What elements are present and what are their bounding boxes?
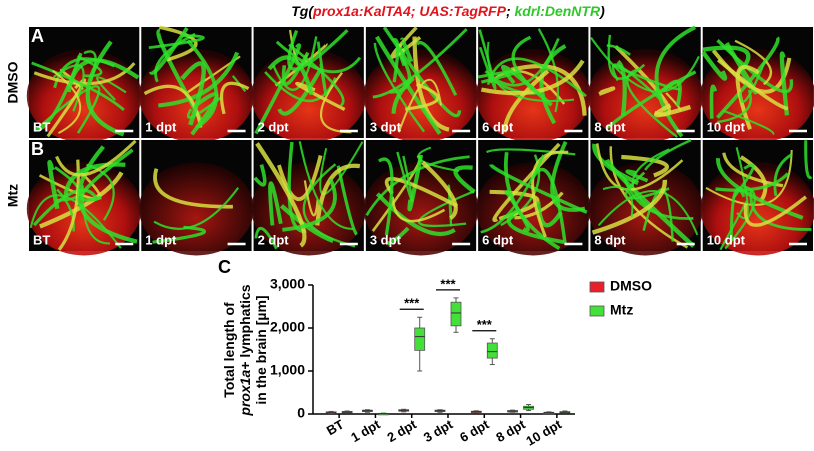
title-part: ; — [506, 3, 515, 19]
title-part: kdrl:DenNTR — [515, 3, 601, 19]
image-label: 1 dpt — [145, 232, 177, 247]
micrograph — [588, 25, 703, 143]
micrograph — [251, 140, 367, 256]
micrograph — [26, 139, 142, 256]
y-tick-label: 2,000 — [270, 319, 305, 335]
micrograph — [475, 140, 591, 256]
y-label-line: prox1a+ lymphatics — [237, 284, 253, 416]
legend-label: DMSO — [610, 278, 652, 294]
micrograph — [139, 140, 254, 256]
significance-label: *** — [440, 276, 456, 291]
y-tick-label: 1,000 — [270, 362, 305, 378]
image-label: 3 dpt — [370, 119, 402, 134]
image-label: 2 dpt — [258, 232, 290, 247]
micrograph — [475, 27, 591, 143]
micrograph — [251, 27, 367, 143]
image-label: 2 dpt — [258, 119, 290, 134]
significance-label: *** — [404, 296, 420, 311]
legend-label: Mtz — [610, 302, 633, 318]
micrograph — [588, 138, 703, 256]
title-part: prox1a:KalTA4; UAS:TagRFP — [312, 3, 507, 19]
image-label: 6 dpt — [482, 119, 514, 134]
micrograph — [363, 140, 479, 256]
y-tick-label: 0 — [297, 405, 305, 421]
title-part: ) — [598, 3, 605, 19]
image-label: 10 dpt — [707, 232, 746, 247]
image-label: 8 dpt — [594, 119, 626, 134]
x-tick-label: 6 dpt — [457, 416, 492, 445]
image-grid: DMSO BT A 1 dpt 2 dpt 3 dpt 6 dpt 8 dpt 10 dpt Mt… — [5, 25, 814, 256]
y-label-part: prox1a — [237, 369, 253, 416]
micrograph — [700, 27, 814, 143]
significance-label: *** — [477, 317, 493, 332]
y-label-part: + lymphatics — [237, 284, 253, 369]
legend-swatch — [589, 281, 605, 293]
x-tick-label: 3 dpt — [421, 416, 456, 445]
panel-label: C — [218, 257, 231, 277]
image-label: 10 dpt — [707, 119, 746, 134]
y-label-line: Total length of — [221, 302, 237, 398]
box — [450, 301, 462, 327]
box — [486, 342, 498, 359]
y-axis-label: Total length ofprox1a+ lymphaticsin the … — [221, 284, 269, 416]
x-tick-label: 1 dpt — [348, 416, 383, 445]
image-label: 6 dpt — [482, 232, 514, 247]
row-label: DMSO — [5, 61, 21, 103]
image-label: 3 dpt — [370, 232, 402, 247]
figure-title: Tg(prox1a:KalTA4; UAS:TagRFP; kdrl:DenNT… — [291, 3, 605, 19]
micrograph — [139, 25, 254, 143]
image-label: 8 dpt — [594, 232, 626, 247]
micrograph — [363, 26, 479, 143]
y-tick-label: 3,000 — [270, 276, 305, 292]
micrograph — [26, 27, 142, 143]
legend-swatch — [589, 305, 605, 317]
image-label: BT — [33, 119, 50, 134]
row-label: Mtz — [5, 184, 21, 207]
x-tick-label: 8 dpt — [493, 416, 528, 445]
panel-label: A — [31, 26, 44, 46]
title-part: Tg( — [291, 3, 314, 19]
box-chart: C Total length ofprox1a+ lymphaticsin the… — [218, 257, 652, 449]
panel-label: B — [31, 139, 44, 159]
x-tick-label: 10 dpt — [523, 416, 564, 448]
y-label-line: in the brain [µm] — [253, 295, 269, 404]
image-label: BT — [33, 232, 50, 247]
box — [414, 327, 426, 351]
x-tick-label: BT — [324, 417, 347, 439]
micrograph — [700, 140, 814, 256]
x-tick-label: 2 dpt — [385, 416, 420, 445]
image-label: 1 dpt — [145, 119, 177, 134]
